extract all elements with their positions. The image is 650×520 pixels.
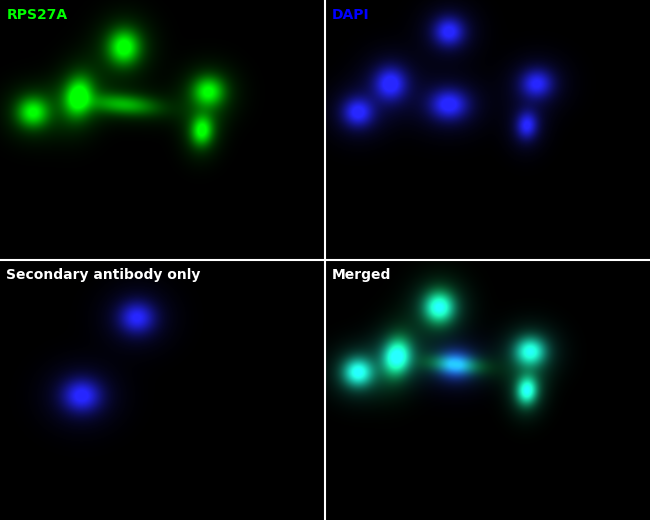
Text: Secondary antibody only: Secondary antibody only [6, 268, 201, 282]
Text: DAPI: DAPI [332, 8, 369, 22]
Text: Merged: Merged [332, 268, 391, 282]
Text: RPS27A: RPS27A [6, 8, 68, 22]
